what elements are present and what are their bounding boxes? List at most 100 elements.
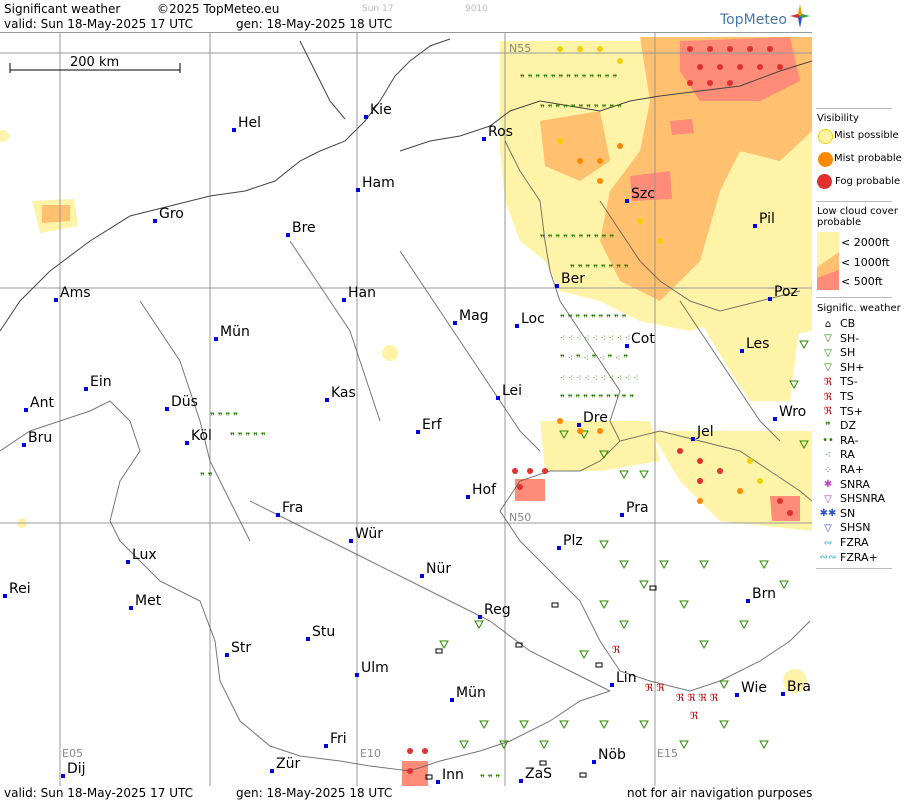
svg-text:❞ ❞: ❞ ❞ (200, 472, 213, 482)
svg-text:❞ ❞ ❞ ❞ ❞ ❞ ❞ ❞: ❞ ❞ ❞ ❞ ❞ ❞ ❞ ❞ (570, 264, 629, 274)
svg-text:❞ ❞ ❞ ❞ ❞ ❞ ❞ ❞ ❞ ❞: ❞ ❞ ❞ ❞ ❞ ❞ ❞ ❞ ❞ ❞ (540, 234, 614, 244)
city-label: Mün (456, 685, 486, 701)
city-marker (84, 387, 88, 391)
mist-probable-icon (818, 152, 833, 167)
borders-and-rivers (0, 140, 812, 772)
svg-text:❞ ❞ ❞ ❞ ❞ ❞ ❞ ❞ ❞ ❞ ❞ ❞ ❞: ❞ ❞ ❞ ❞ ❞ ❞ ❞ ❞ ❞ ❞ ❞ ❞ ❞ (520, 74, 617, 84)
city-marker (416, 430, 420, 434)
city-label: Inn (442, 767, 464, 783)
snow-shower-icon: ▽ (824, 522, 832, 534)
city-marker (349, 539, 353, 543)
city-label: Les (746, 336, 769, 352)
city-marker (3, 594, 7, 598)
city-label: Nöb (598, 747, 626, 763)
snow-icon: ✱✱ (819, 508, 837, 520)
city-label: Hof (472, 482, 497, 498)
mist-possible-label: Mist possible (834, 130, 899, 141)
svg-text:❞ ⁖ ❞ ⁖ ❞ ⁖ ❞ ⁖ ❞: ❞ ⁖ ❞ ⁖ ❞ ⁖ ❞ ⁖ ❞ (560, 354, 628, 364)
compass-icon (790, 4, 810, 28)
city-marker (519, 779, 523, 783)
city-label: Mag (459, 308, 489, 324)
weather-legend-label: RA- (840, 433, 859, 447)
city-marker (555, 284, 559, 288)
weather-legend-label: TS+ (840, 404, 863, 418)
drizzle-icon: ❞ (825, 420, 831, 432)
city-marker (753, 224, 757, 228)
city-label: Plz (563, 533, 583, 549)
weather-legend-label: SH+ (840, 360, 865, 374)
city-label: Bra (787, 679, 811, 695)
city-marker (185, 441, 189, 445)
svg-text:ℜ ℜ: ℜ ℜ (645, 683, 665, 694)
weather-legend-label: FZRA+ (840, 550, 878, 564)
city-marker (496, 396, 500, 400)
thunderstorm-light-icon: ℜ (823, 376, 833, 388)
footer-valid-time: valid: Sun 18-May-2025 17 UTC (4, 786, 193, 800)
weather-legend-label: TS (840, 390, 854, 403)
legend-separator (816, 297, 892, 298)
freezing-rain-icon: ∾ (823, 537, 833, 549)
city-marker (325, 398, 329, 402)
city-marker (735, 693, 739, 697)
city-marker (577, 423, 581, 427)
weather-legend-label: RA (840, 448, 855, 462)
city-marker (153, 219, 157, 223)
city-label: Dij (67, 761, 86, 777)
city-marker (592, 760, 596, 764)
city-marker (306, 637, 310, 641)
shower-heavy-icon: ▽ (824, 362, 832, 374)
city-label: Jel (696, 424, 714, 440)
generated-time: gen: 18-May-2025 18 UTC (236, 17, 393, 31)
svg-text:❞ ❞ ❞ ❞: ❞ ❞ ❞ ❞ (210, 412, 238, 422)
rain-heavy-icon: ⁘ (823, 464, 833, 476)
city-label: Düs (171, 394, 198, 410)
city-label: Wür (355, 526, 383, 542)
svg-text:❞ ❞ ❞ ❞ ❞ ❞ ❞ ❞ ❞ ❞ ❞: ❞ ❞ ❞ ❞ ❞ ❞ ❞ ❞ ❞ ❞ ❞ (540, 104, 622, 114)
cloud-title-line1: Low cloud cover (817, 206, 898, 217)
legend-separator (816, 108, 892, 109)
city-marker (450, 698, 454, 702)
footer-generated-time: gen: 18-May-2025 18 UTC (236, 786, 393, 800)
cb-icon: ⌂ (824, 318, 832, 330)
graticule (0, 33, 812, 786)
city-label: Ros (488, 124, 513, 140)
city-marker (436, 780, 440, 784)
faint-code-label: 9010 (465, 4, 488, 14)
city-marker (214, 337, 218, 341)
city-label: Stu (312, 624, 335, 640)
svg-text:❞ ❞ ❞ ❞ ❞ ❞ ❞ ❞ ❞ ❞: ❞ ❞ ❞ ❞ ❞ ❞ ❞ ❞ ❞ ❞ (560, 394, 634, 404)
city-label: Hel (238, 115, 261, 131)
thunderstorm-icon: ℜ (823, 391, 833, 403)
city-marker (691, 437, 695, 441)
visibility-title: Visibility (817, 113, 859, 124)
city-label: Kas (331, 385, 356, 401)
city-marker (740, 349, 744, 353)
city-label: Cot (631, 331, 655, 347)
city-marker (342, 298, 346, 302)
weather-legend-label: SHSNRA (840, 492, 886, 506)
city-marker (286, 233, 290, 237)
city-label: Ham (362, 175, 395, 191)
mist-possible-icon (818, 129, 833, 144)
svg-text:⁖ ⁖ ⁖ ⁖ ⁖ ⁖ ⁖ ⁖ ⁖ ⁖: ⁖ ⁖ ⁖ ⁖ ⁖ ⁖ ⁖ ⁖ ⁖ ⁖ (560, 374, 638, 384)
legend-separator (816, 201, 892, 202)
weather-legend-label: FZRA (840, 536, 869, 549)
grid-label-e05: E05 (62, 747, 83, 760)
city-marker (515, 324, 519, 328)
weather-legend-label: SH (840, 346, 856, 360)
cloud-1000-label: < 1000ft (841, 256, 890, 269)
topmeteo-logo[interactable]: TopMeteo (720, 12, 787, 28)
city-label: Poz (774, 284, 798, 300)
city-label: Rei (9, 581, 31, 597)
city-label: Fri (330, 731, 347, 747)
city-marker (126, 560, 130, 564)
city-marker (453, 321, 457, 325)
city-marker (276, 513, 280, 517)
mist-probable-label: Mist probable (834, 153, 902, 164)
city-marker (54, 298, 58, 302)
cloud-title-line2: probable (817, 217, 862, 228)
city-label: Brn (752, 586, 776, 602)
weather-map[interactable]: N55 N50 E05 E10 E15 ❞ ❞ ❞ ❞ ❞ ❞ ❞ ❞ (0, 32, 813, 786)
city-label: Ulm (361, 660, 389, 676)
city-marker (364, 115, 368, 119)
